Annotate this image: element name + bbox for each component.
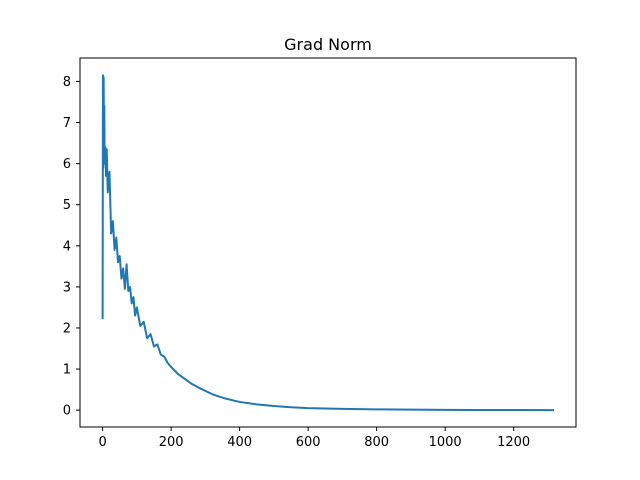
y-tick-label: 0 bbox=[63, 404, 71, 419]
y-tick-label: 5 bbox=[63, 198, 71, 213]
y-tick-label: 6 bbox=[63, 157, 71, 172]
x-tick-label: 200 bbox=[159, 435, 184, 450]
series-line-0 bbox=[101, 74, 555, 412]
x-tick-label: 1200 bbox=[497, 435, 530, 450]
y-tick-label: 2 bbox=[63, 321, 71, 336]
x-tick-label: 600 bbox=[296, 435, 321, 450]
x-tick-label: 1000 bbox=[429, 435, 462, 450]
y-tick-label: 1 bbox=[63, 363, 71, 378]
x-tick-label: 400 bbox=[227, 435, 252, 450]
x-tick-label: 800 bbox=[364, 435, 389, 450]
y-tick-label: 4 bbox=[63, 239, 71, 254]
plot-area: 0 200 400 600 800 1000 1200 0 1 2 3 4 5 6 7 8 bbox=[63, 57, 577, 450]
y-tick-label: 3 bbox=[63, 280, 71, 295]
chart-title: Grad Norm bbox=[284, 35, 372, 54]
axes-frame bbox=[79, 57, 577, 428]
x-tick-label: 0 bbox=[98, 435, 106, 450]
y-tick-label: 8 bbox=[63, 75, 71, 90]
y-tick-label: 7 bbox=[63, 116, 71, 131]
